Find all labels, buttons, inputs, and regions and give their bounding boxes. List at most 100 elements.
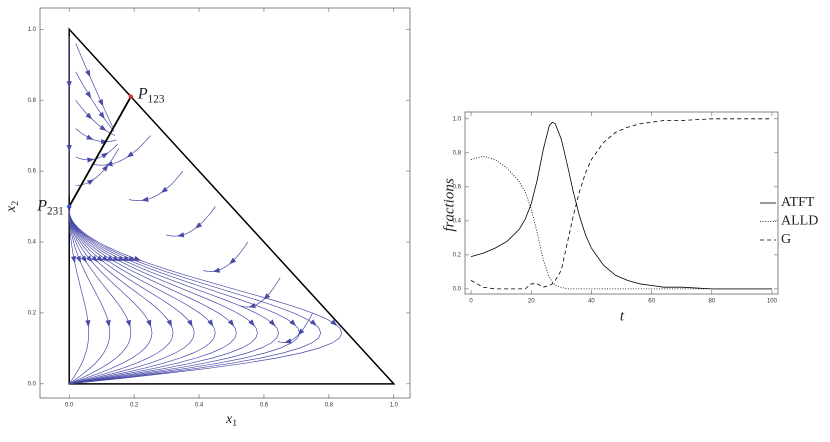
streamline	[75, 43, 114, 128]
streamline	[68, 210, 300, 385]
y-tick-label: 1.0	[28, 27, 37, 33]
stream-arrow	[85, 255, 93, 263]
point-label-main: P	[137, 85, 148, 102]
stream-arrow	[75, 255, 81, 264]
stream-arrow	[227, 319, 235, 327]
streamline	[203, 241, 248, 272]
y-tick-label: 0.0	[28, 381, 37, 387]
streamline	[68, 210, 174, 385]
y-axis-label-main: x	[4, 205, 19, 213]
streamline	[68, 210, 90, 384]
streamline	[68, 210, 322, 385]
plot-frame	[39, 7, 411, 399]
stream-arrow	[80, 255, 87, 263]
y-tick-label: 0.2	[28, 310, 37, 316]
point-label: P123	[137, 85, 165, 105]
stream-arrow	[101, 152, 109, 159]
stream-arrow	[86, 134, 94, 140]
streamline	[68, 210, 279, 385]
y-axis-label: x2	[4, 201, 21, 213]
stream-arrow	[309, 319, 317, 327]
streamline	[277, 312, 313, 343]
point-label-sub: 123	[148, 93, 165, 105]
x-tick-label: 60	[648, 299, 655, 305]
stream-arrow	[128, 255, 136, 261]
x-tick-label: 0.8	[325, 403, 334, 409]
stream-arrow	[248, 303, 256, 309]
stream-arrow	[297, 328, 305, 336]
x-tick-label: 100	[767, 299, 778, 305]
stream-arrow	[123, 255, 131, 261]
stream-arrow	[97, 98, 104, 107]
stream-arrow	[126, 151, 134, 158]
x-tick-label: 0.4	[195, 403, 204, 409]
stream-arrow	[248, 319, 255, 327]
stream-arrow	[133, 255, 142, 261]
x-tick-label: 0.0	[65, 403, 74, 409]
y-tick-label: 0.8	[453, 150, 462, 156]
stream-arrow	[66, 145, 72, 153]
stream-arrow	[146, 319, 152, 328]
stream-arrow	[263, 293, 271, 300]
y-tick-label: 0.8	[28, 98, 37, 104]
streamline	[68, 210, 153, 385]
point-label-main: P	[36, 197, 47, 214]
stream-arrow	[207, 319, 214, 327]
legend-label: G	[781, 232, 791, 247]
y-tick-label: 0.6	[453, 184, 462, 190]
stream-arrow	[86, 179, 95, 186]
series-line	[470, 121, 772, 290]
stream-arrow	[105, 161, 113, 167]
stream-arrow	[194, 222, 203, 229]
streamline	[68, 210, 343, 385]
stream-arrow	[85, 69, 91, 78]
y-tick-label: 1.0	[453, 116, 462, 122]
point-label: P231	[36, 197, 64, 217]
stream-arrow	[112, 255, 120, 262]
simplex-edge	[68, 27, 396, 385]
stream-arrow	[70, 255, 77, 264]
stream-arrow	[141, 196, 149, 202]
streamline	[129, 170, 184, 201]
fixed-point	[67, 204, 72, 209]
y-tick-label: 0.0	[453, 286, 462, 292]
stream-arrow	[105, 319, 111, 328]
stream-arrow	[330, 319, 338, 326]
y-tick-label: 0.4	[453, 218, 462, 224]
y-axis-label: fractions	[441, 178, 457, 231]
fixed-point	[128, 94, 134, 99]
stream-arrow	[85, 91, 92, 99]
streamline	[75, 128, 117, 143]
streamline	[91, 135, 151, 166]
y-tick-label: 0.2	[453, 252, 462, 258]
streamline	[68, 210, 258, 385]
stream-arrow	[284, 338, 292, 344]
stream-arrow	[91, 255, 99, 263]
stream-arrow	[166, 319, 172, 327]
stream-arrow	[125, 319, 131, 328]
streamline	[75, 99, 116, 136]
stream-arrow	[99, 124, 107, 132]
x-tick-label: 0.6	[260, 403, 269, 409]
legend-label: ALLD	[781, 214, 818, 229]
stream-arrow	[268, 319, 276, 327]
stream-arrow	[85, 112, 93, 120]
x-axis-label: x1	[225, 412, 237, 429]
streamline	[75, 71, 115, 132]
x-axis-label: t	[620, 308, 625, 324]
stream-arrow	[186, 319, 193, 327]
x-tick-label: 0	[469, 299, 473, 305]
streamline	[68, 210, 237, 385]
y-tick-label: 0.6	[28, 169, 37, 175]
streamline	[75, 148, 120, 186]
x-tick-label: 80	[708, 299, 715, 305]
plot-frame	[464, 111, 779, 295]
series-line	[470, 155, 772, 290]
stream-arrow	[117, 255, 126, 262]
legend-label: ATFT	[781, 195, 815, 210]
invariant-line	[68, 96, 132, 207]
stream-arrow	[102, 164, 109, 172]
stream-arrow	[87, 157, 95, 163]
x-axis-label-sub: 1	[232, 418, 237, 429]
